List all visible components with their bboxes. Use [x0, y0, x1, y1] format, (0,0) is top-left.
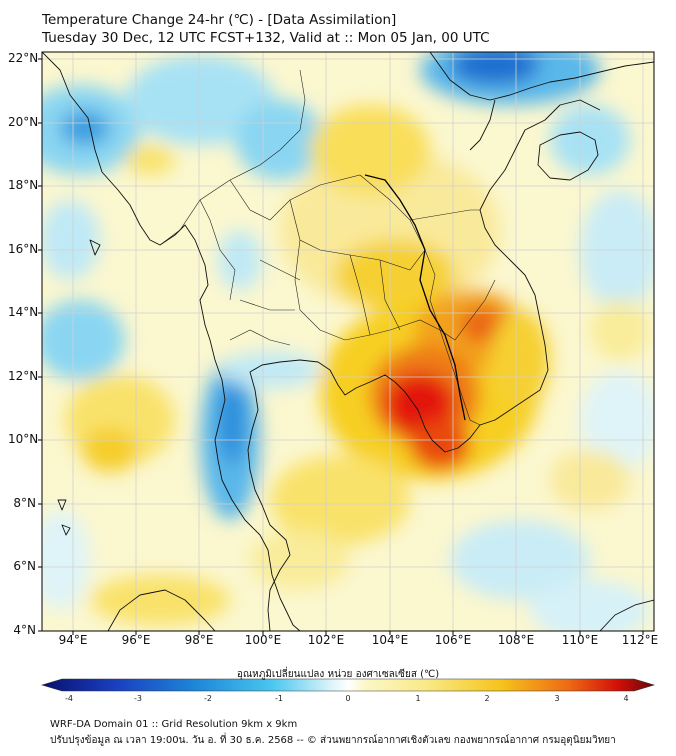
- coastlines: [42, 52, 654, 631]
- lat-label: 20°N: [8, 115, 39, 129]
- colorbar-tick: 0: [345, 694, 351, 703]
- lat-label: 8°N: [13, 496, 36, 510]
- colorbar-title: อุณหภูมิเปลี่ยนแปลง หน่วย องศาเซลเซียส (…: [236, 669, 440, 680]
- footer-credit: ปรับปรุงข้อมูล ณ เวลา 19:00น. วัน อ. ที่…: [50, 735, 616, 746]
- lon-label: 110°E: [561, 633, 599, 647]
- colorbar-tick: 4: [623, 694, 629, 703]
- lon-label: 108°E: [497, 633, 535, 647]
- lat-label: 22°N: [8, 51, 39, 65]
- lat-label: 4°N: [13, 623, 36, 637]
- admin-borders: [159, 69, 496, 426]
- map-title: Temperature Change 24-hr (℃) - [Data Ass…: [42, 12, 397, 28]
- lon-label: 112°E: [621, 633, 659, 647]
- footer-model-info: WRF-DA Domain 01 :: Grid Resolution 9km …: [50, 719, 298, 730]
- colorbar: [40, 678, 656, 692]
- colorbar-tick: -1: [275, 694, 283, 703]
- lon-label: 96°E: [121, 633, 151, 647]
- lat-label: 12°N: [8, 369, 39, 383]
- colorbar-tick: -3: [134, 694, 142, 703]
- map-subtitle: Tuesday 30 Dec, 12 UTC FCST+132, Valid a…: [42, 30, 490, 46]
- lon-label: 100°E: [244, 633, 282, 647]
- colorbar-tick: 1: [415, 694, 421, 703]
- axis-ticks: [38, 58, 644, 635]
- map-frame: [41, 51, 655, 632]
- lat-label: 16°N: [8, 242, 39, 256]
- colorbar-tick: 2: [484, 694, 490, 703]
- lat-label: 18°N: [8, 178, 39, 192]
- lon-label: 94°E: [58, 633, 88, 647]
- colorbar-tick: 3: [554, 694, 560, 703]
- mekong-border: [364, 174, 466, 421]
- colorbar-tick: -2: [204, 694, 212, 703]
- colorbar-tick: -4: [65, 694, 73, 703]
- lon-label: 106°E: [434, 633, 472, 647]
- lat-label: 10°N: [8, 432, 39, 446]
- lon-label: 104°E: [371, 633, 409, 647]
- temperature-field: [42, 52, 654, 631]
- lat-label: 6°N: [13, 559, 36, 573]
- lon-label: 98°E: [184, 633, 214, 647]
- lon-label: 102°E: [307, 633, 345, 647]
- graticule: [42, 52, 654, 631]
- lat-label: 14°N: [8, 305, 39, 319]
